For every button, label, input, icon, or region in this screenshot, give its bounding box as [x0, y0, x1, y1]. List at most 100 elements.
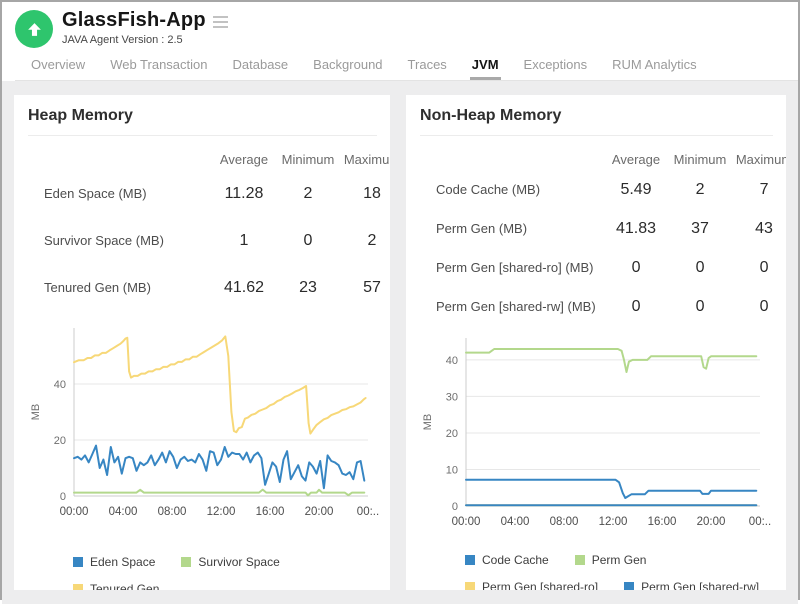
legend-item[interactable]: Perm Gen [shared-rw] [624, 580, 759, 590]
max-value: 18 [340, 185, 390, 203]
row-label: Perm Gen (MB) [436, 220, 604, 239]
table-row: Tenured Gen (MB) 41.62 23 57 [28, 265, 390, 312]
svg-text:00:..: 00:.. [749, 516, 771, 528]
dashboard-body: Heap Memory Average Minimum Maximum Eden… [2, 81, 798, 604]
svg-text:04:00: 04:00 [501, 516, 530, 528]
legend-label: Perm Gen [shared-rw] [641, 580, 759, 590]
max-value: 2 [340, 232, 390, 250]
nonheap-memory-panel: Non-Heap Memory Average Minimum Maximum … [406, 95, 786, 590]
col-maximum: Maximum [732, 152, 786, 167]
min-value: 0 [668, 259, 732, 277]
svg-text:08:00: 08:00 [550, 516, 579, 528]
table-header-row: Average Minimum Maximum [420, 144, 786, 171]
nonheap-stats-table: Average Minimum Maximum Code Cache (MB) … [420, 144, 786, 326]
avg-value: 5.49 [604, 181, 668, 199]
max-value: 43 [732, 220, 786, 238]
table-row: Survivor Space (MB) 1 0 2 [28, 218, 390, 265]
tab-overview[interactable]: Overview [29, 57, 87, 80]
legend-label: Tenured Gen [90, 582, 159, 590]
min-value: 37 [668, 220, 732, 238]
min-value: 23 [276, 279, 340, 297]
legend-label: Survivor Space [198, 555, 279, 569]
legend-swatch [181, 557, 191, 567]
max-value: 57 [340, 279, 390, 297]
col-average: Average [604, 152, 668, 167]
svg-text:12:00: 12:00 [599, 516, 628, 528]
legend-item[interactable]: Code Cache [465, 553, 549, 567]
heap-memory-panel: Heap Memory Average Minimum Maximum Eden… [14, 95, 390, 590]
up-arrow-icon [26, 21, 43, 38]
svg-text:20:00: 20:00 [697, 516, 726, 528]
avg-value: 11.28 [212, 185, 276, 203]
max-value: 7 [732, 181, 786, 199]
row-label: Survivor Space (MB) [44, 232, 212, 251]
legend-swatch [624, 582, 634, 590]
svg-text:40: 40 [54, 379, 66, 391]
col-minimum: Minimum [276, 152, 340, 167]
tab-database[interactable]: Database [231, 57, 291, 80]
col-maximum: Maximum [340, 152, 390, 167]
table-row: Eden Space (MB) 11.28 2 18 [28, 171, 390, 218]
row-label: Eden Space (MB) [44, 185, 212, 204]
table-header-row: Average Minimum Maximum [28, 144, 390, 171]
avg-value: 41.62 [212, 279, 276, 297]
legend-label: Code Cache [482, 553, 549, 567]
avg-value: 41.83 [604, 220, 668, 238]
hamburger-menu-icon[interactable] [213, 13, 228, 31]
col-average: Average [212, 152, 276, 167]
row-label: Perm Gen [shared-rw] (MB) [436, 298, 604, 317]
svg-text:00:..: 00:.. [357, 506, 379, 518]
app-header: GlassFish-App JAVA Agent Version : 2.5 O… [2, 2, 798, 81]
svg-text:40: 40 [446, 355, 458, 367]
avg-value: 0 [604, 259, 668, 277]
min-value: 0 [668, 298, 732, 316]
tab-bar: Overview Web Transaction Database Backgr… [15, 48, 798, 81]
tab-traces[interactable]: Traces [406, 57, 449, 80]
svg-text:16:00: 16:00 [648, 516, 677, 528]
svg-text:0: 0 [452, 501, 458, 513]
table-row: Perm Gen [shared-rw] (MB) 0 0 0 [420, 288, 786, 327]
table-row: Perm Gen [shared-ro] (MB) 0 0 0 [420, 249, 786, 288]
tab-jvm[interactable]: JVM [470, 57, 501, 80]
svg-text:16:00: 16:00 [256, 506, 285, 518]
nonheap-chart-legend: Code Cache Perm Gen Perm Gen [shared-ro] Pe… [465, 553, 775, 590]
agent-version-label: JAVA Agent Version : 2.5 [62, 34, 228, 46]
tab-background[interactable]: Background [311, 57, 384, 80]
legend-swatch [465, 555, 475, 565]
table-row: Perm Gen (MB) 41.83 37 43 [420, 210, 786, 249]
tab-rum-analytics[interactable]: RUM Analytics [610, 57, 699, 80]
legend-item[interactable]: Perm Gen [shared-ro] [465, 580, 598, 590]
app-title: GlassFish-App [62, 9, 206, 32]
heap-memory-chart: 0204000:0004:0008:0012:0016:0020:0000:..… [28, 322, 390, 527]
legend-swatch [465, 582, 475, 590]
row-label: Perm Gen [shared-ro] (MB) [436, 259, 604, 278]
svg-text:12:00: 12:00 [207, 506, 236, 518]
heap-stats-table: Average Minimum Maximum Eden Space (MB) … [28, 144, 390, 312]
min-value: 2 [276, 185, 340, 203]
legend-label: Eden Space [90, 555, 155, 569]
app-status-icon [15, 10, 53, 48]
avg-value: 0 [604, 298, 668, 316]
legend-item[interactable]: Perm Gen [575, 553, 647, 567]
legend-item[interactable]: Tenured Gen [73, 582, 159, 590]
heap-panel-title: Heap Memory [28, 107, 377, 136]
row-label: Tenured Gen (MB) [44, 279, 212, 298]
legend-label: Perm Gen [592, 553, 647, 567]
svg-text:20:00: 20:00 [305, 506, 334, 518]
tab-exceptions[interactable]: Exceptions [522, 57, 590, 80]
max-value: 0 [732, 298, 786, 316]
row-label: Code Cache (MB) [436, 181, 604, 200]
avg-value: 1 [212, 232, 276, 250]
legend-item[interactable]: Eden Space [73, 555, 155, 569]
tab-web-transaction[interactable]: Web Transaction [108, 57, 209, 80]
heap-chart-legend: Eden Space Survivor Space Tenured Gen [73, 555, 383, 590]
legend-label: Perm Gen [shared-ro] [482, 580, 598, 590]
svg-text:20: 20 [54, 435, 66, 447]
nonheap-memory-chart: 01020304000:0004:0008:0012:0016:0020:000… [420, 332, 786, 537]
min-value: 2 [668, 181, 732, 199]
svg-text:00:00: 00:00 [60, 506, 89, 518]
legend-item[interactable]: Survivor Space [181, 555, 279, 569]
max-value: 0 [732, 259, 786, 277]
min-value: 0 [276, 232, 340, 250]
svg-text:20: 20 [446, 428, 458, 440]
